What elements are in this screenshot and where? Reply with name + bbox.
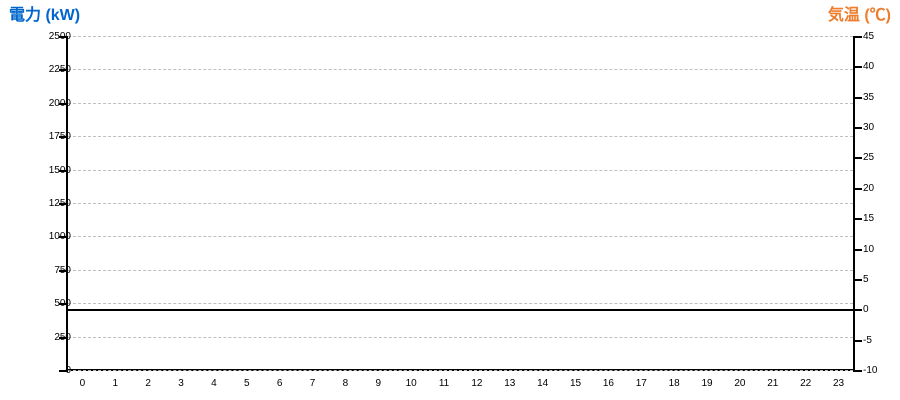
right-axis-tick <box>855 278 862 281</box>
x-axis-tick-label: 9 <box>375 378 382 389</box>
left-axis-tick <box>59 269 66 272</box>
gridline <box>68 236 853 238</box>
left-axis-tick-label: 2000 <box>48 97 71 109</box>
gridline <box>68 303 853 305</box>
gridline <box>68 169 853 171</box>
right-axis-tick <box>855 339 862 342</box>
left-axis-tick <box>59 203 66 205</box>
left-axis-tick-label: 750 <box>54 264 71 276</box>
left-axis-tick <box>59 303 66 306</box>
right-axis-tick-label: 20 <box>863 182 875 194</box>
x-axis-tick-label: 2 <box>145 378 151 389</box>
x-axis-tick-label: 19 <box>701 378 713 389</box>
right-axis-tick-label: -5 <box>863 334 872 346</box>
right-axis-tick-label: 30 <box>863 122 875 134</box>
right-axis-title: 気温 (℃) <box>827 7 891 24</box>
right-axis-tick-label: 40 <box>863 61 875 73</box>
left-axis-tick-label: 2500 <box>48 31 71 42</box>
right-axis-tick-label: 0 <box>863 304 869 316</box>
x-axis-tick-label: 18 <box>668 378 680 389</box>
left-axis-line <box>66 36 68 372</box>
right-axis-tick-label: 25 <box>863 152 875 164</box>
right-axis-tick <box>855 218 862 221</box>
x-axis-tick-label: 22 <box>800 378 812 389</box>
right-axis-tick <box>855 96 862 99</box>
x-axis-tick-label: 23 <box>833 378 845 389</box>
x-axis-tick-label: 16 <box>602 378 614 389</box>
x-axis-tick-label: 10 <box>405 378 417 389</box>
right-axis-tick <box>854 309 862 312</box>
x-axis-tick-label: 1 <box>112 378 119 389</box>
gridline <box>68 102 853 104</box>
zero-degree-series-line <box>66 309 855 312</box>
right-axis-tick <box>855 187 862 190</box>
left-axis-tick <box>59 69 66 72</box>
left-axis-tick <box>59 370 66 372</box>
left-axis-tick <box>59 136 66 139</box>
plot-area <box>59 36 862 372</box>
right-axis-tick <box>855 370 862 372</box>
left-axis-tick-label: 0 <box>65 365 71 376</box>
right-axis-tick-label: 15 <box>863 213 875 225</box>
gridline <box>68 370 853 371</box>
right-axis-tick-label: 5 <box>863 273 869 285</box>
right-axis-tick-label: 35 <box>863 91 875 103</box>
x-axis-tick-label: 17 <box>635 378 647 389</box>
x-axis-tick-label: 8 <box>342 378 349 389</box>
gridline <box>68 336 853 338</box>
left-axis-tick-label: 2250 <box>48 64 71 76</box>
left-axis-tick <box>59 336 66 339</box>
x-axis-tick-label: 7 <box>309 378 316 389</box>
x-axis-tick-label: 0 <box>79 378 86 389</box>
x-axis-tick-label: 6 <box>276 378 283 389</box>
x-axis-tick-label: 13 <box>504 378 516 389</box>
gridline <box>68 269 853 271</box>
right-axis-tick <box>855 36 862 38</box>
x-axis-tick-label: 14 <box>537 378 549 389</box>
right-axis-tick-label: 45 <box>863 31 875 42</box>
gridline <box>68 36 853 37</box>
right-axis-tick <box>855 248 862 251</box>
left-axis-tick <box>59 236 66 239</box>
gridline <box>68 69 853 71</box>
x-axis-tick-label: 11 <box>438 378 450 389</box>
right-axis-tick-label: -10 <box>863 365 878 376</box>
x-axis-tick-label: 3 <box>178 378 184 389</box>
right-axis-tick <box>855 127 862 130</box>
left-axis-tick-label: 1000 <box>48 231 71 243</box>
x-axis-tick-label: 5 <box>244 378 250 389</box>
left-axis-tick <box>59 169 66 172</box>
left-axis-tick-label: 1750 <box>48 131 71 143</box>
left-axis-tick-label: 1250 <box>48 198 71 209</box>
left-axis-tick <box>59 36 66 38</box>
right-axis-line <box>853 36 855 372</box>
gridline <box>68 136 853 138</box>
left-axis-tick-label: 250 <box>54 331 71 343</box>
left-axis-title: 電力 (kW) <box>9 7 81 24</box>
right-axis-tick <box>855 66 862 69</box>
left-axis-tick-label: 500 <box>54 298 71 310</box>
left-axis-tick-label: 1500 <box>48 164 71 176</box>
right-axis-tick <box>855 157 862 160</box>
x-axis-tick-label: 20 <box>734 378 746 389</box>
gridline <box>68 203 853 204</box>
left-axis-tick <box>59 102 66 105</box>
x-axis-tick-label: 4 <box>211 378 217 389</box>
x-axis-tick-label: 12 <box>471 378 483 389</box>
x-axis-tick-label: 15 <box>570 378 582 389</box>
right-axis-tick-label: 10 <box>863 243 875 255</box>
x-axis-tick-label: 21 <box>767 378 779 389</box>
